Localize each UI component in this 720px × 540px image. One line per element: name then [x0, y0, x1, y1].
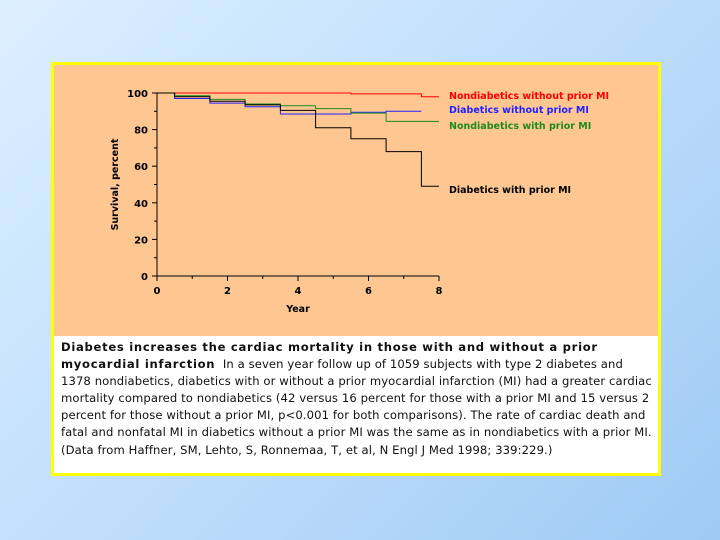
- y-tick-label: 80: [134, 126, 148, 137]
- figure-caption: Diabetes increases the cardiac mortality…: [61, 339, 653, 459]
- series-label-2: Diabetics without prior MI: [449, 105, 589, 116]
- series-line-1: [157, 92, 439, 98]
- y-tick-label: 60: [134, 162, 148, 173]
- x-tick-label: 2: [224, 286, 231, 297]
- series-label-4: Diabetics with prior MI: [449, 185, 571, 196]
- survival-chart: 0 20 40 60 80 100 0 2 4 6 8 Year Survival, percent No…: [110, 89, 609, 315]
- caption-heading: Diabetes increases the cardiac mortality…: [61, 340, 598, 372]
- figure-panel: 0 20 40 60 80 100 0 2 4 6 8 Year Survival, percent No…: [51, 62, 661, 476]
- x-tick-label: 8: [436, 286, 443, 297]
- y-tick-label: 40: [134, 199, 148, 210]
- x-tick-label: 4: [295, 286, 302, 297]
- x-tick-label: 0: [154, 286, 161, 297]
- caption-body: In a seven year follow up of 1059 subjec…: [61, 357, 652, 457]
- series-line-3: [157, 92, 439, 122]
- y-tick-label: 20: [134, 235, 148, 246]
- chart-area: 0 20 40 60 80 100 0 2 4 6 8 Year Survival, percent No…: [54, 65, 658, 336]
- y-tick-label: 100: [127, 89, 148, 100]
- x-axis-label: Year: [285, 304, 310, 315]
- series-label-3: Nondiabetics with prior MI: [449, 121, 591, 132]
- series-line-2: [157, 92, 422, 115]
- y-tick-label: 0: [141, 272, 148, 283]
- y-axis-label: Survival, percent: [110, 138, 121, 230]
- series-label-1: Nondiabetics without prior MI: [449, 91, 609, 102]
- x-tick-label: 6: [365, 286, 372, 297]
- series-line-4: [157, 92, 439, 187]
